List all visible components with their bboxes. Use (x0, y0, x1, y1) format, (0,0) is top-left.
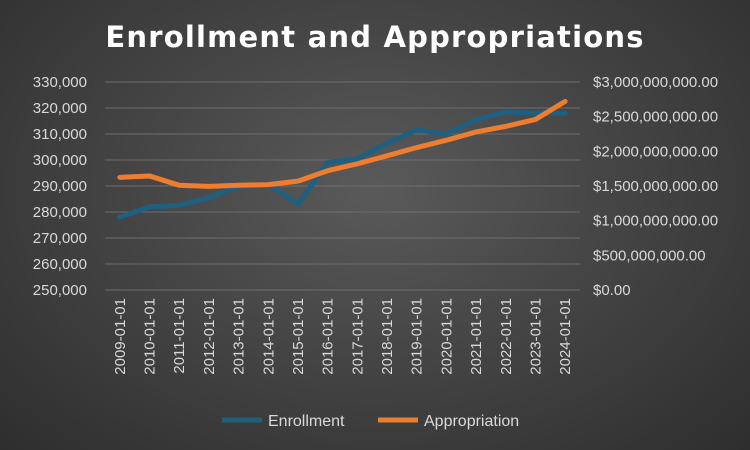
x-tick-label: 2011-01-01 (171, 298, 188, 374)
x-tick-label: 2022-01-01 (498, 298, 515, 375)
right-tick-label: $1,500,000,000.00 (593, 178, 718, 195)
legend-label-appropriation: Appropriation (424, 413, 519, 430)
x-tick-label: 2017-01-01 (349, 298, 366, 375)
x-tick-label: 2020-01-01 (438, 298, 455, 375)
right-tick-label: $1,000,000,000.00 (593, 213, 718, 230)
left-tick-label: 270,000 (33, 230, 87, 247)
left-tick-label: 260,000 (33, 256, 87, 273)
right-axis-ticks: $0.00 $500,000,000.00 $1,000,000,000.00 $1,… (593, 74, 718, 299)
left-tick-label: 280,000 (33, 204, 87, 221)
x-tick-label: 2016-01-01 (320, 298, 337, 375)
right-tick-label: $2,500,000,000.00 (593, 109, 718, 126)
right-tick-label: $500,000,000.00 (593, 247, 706, 264)
x-tick-label: 2013-01-01 (231, 298, 248, 375)
x-tick-label: 2012-01-01 (201, 298, 218, 375)
x-tick-label: 2015-01-01 (290, 298, 307, 375)
chart-title: Enrollment and Appropriations (105, 20, 644, 54)
left-axis-ticks: 250,000 260,000 270,000 280,000 290,000 300,0… (33, 74, 87, 299)
right-tick-label: $3,000,000,000.00 (593, 74, 718, 91)
left-tick-label: 290,000 (33, 178, 87, 195)
left-tick-label: 320,000 (33, 100, 87, 117)
x-tick-label: 2009-01-01 (112, 298, 129, 375)
right-tick-label: $0.00 (593, 282, 631, 299)
series-lines (117, 98, 568, 220)
series-line-appropriation (117, 98, 568, 189)
x-tick-label: 2010-01-01 (142, 298, 159, 375)
x-tick-label: 2021-01-01 (468, 298, 485, 375)
x-tick-label: 2018-01-01 (379, 298, 396, 375)
x-tick-label: 2014-01-01 (260, 298, 277, 375)
x-tick-label: 2024-01-01 (557, 298, 574, 375)
right-tick-label: $2,000,000,000.00 (593, 143, 718, 160)
series-line-enrollment (117, 109, 568, 220)
left-tick-label: 250,000 (33, 282, 87, 299)
legend-label-enrollment: Enrollment (268, 413, 345, 430)
x-tick-label: 2023-01-01 (527, 298, 544, 375)
left-tick-label: 310,000 (33, 126, 87, 143)
x-tick-label: 2019-01-01 (409, 298, 426, 375)
legend: Enrollment Appropriation (222, 413, 519, 430)
left-tick-label: 300,000 (33, 152, 87, 169)
left-tick-label: 330,000 (33, 74, 87, 91)
x-axis-ticks: 2009-01-01 2010-01-01 2011-01-01 2012-01-01… (112, 298, 574, 375)
